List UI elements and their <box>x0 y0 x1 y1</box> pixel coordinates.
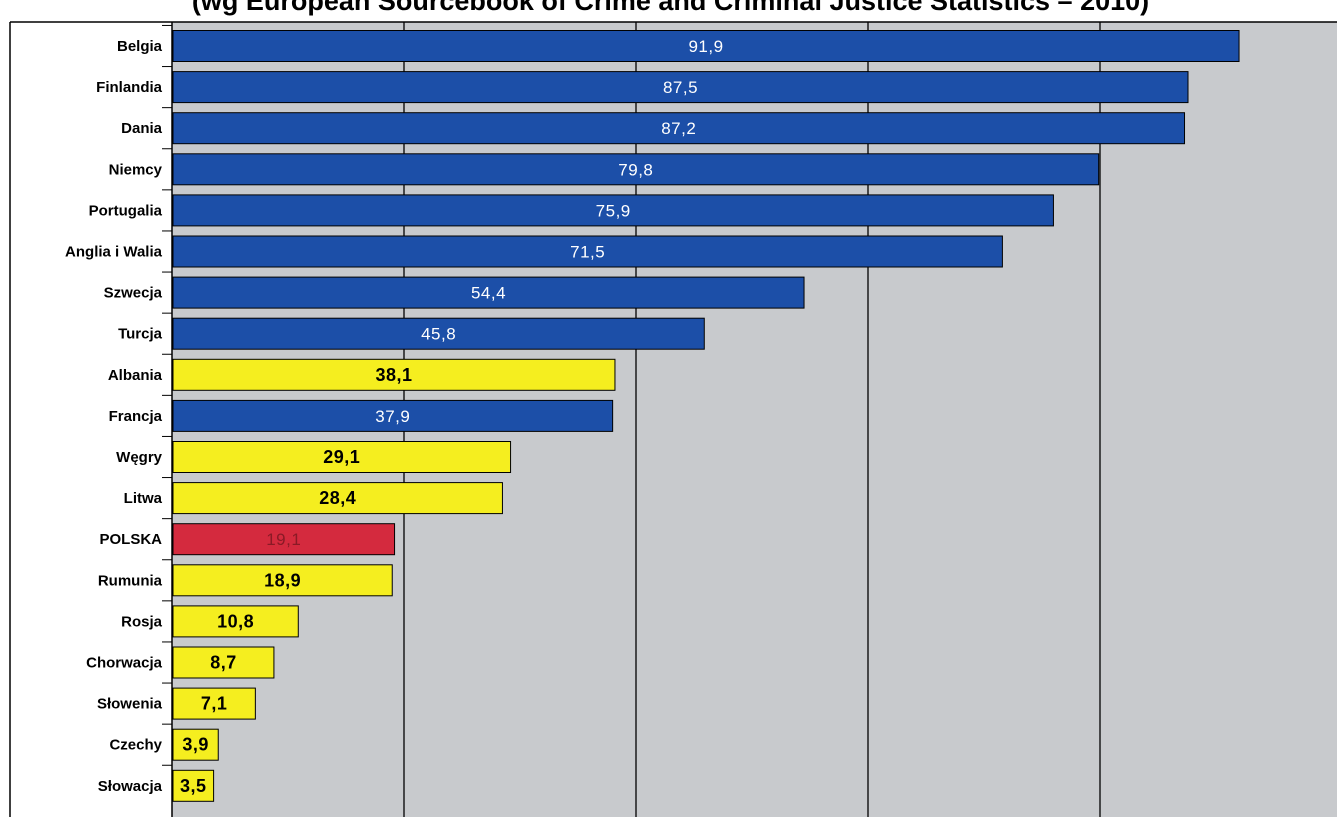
value-label-słowenia: 7,1 <box>201 694 228 714</box>
category-label-polska: POLSKA <box>99 531 162 548</box>
value-label-belgia: 91,9 <box>688 37 723 56</box>
category-label-słowacja: Słowacja <box>98 778 163 795</box>
value-label-słowacja: 3,5 <box>180 776 207 796</box>
category-label-dania: Dania <box>121 120 163 137</box>
value-label-dania: 87,2 <box>661 119 696 138</box>
value-label-rumunia: 18,9 <box>264 570 301 590</box>
value-label-francja: 37,9 <box>375 407 410 426</box>
bar-portugalia <box>172 194 1054 227</box>
bar-czechy <box>172 728 219 761</box>
bar-niemcy <box>172 153 1100 186</box>
category-label-węgry: Węgry <box>116 449 163 466</box>
bars-group: Belgia 91,9 Finlandia 87,5 Dania 87,2 Niemcy 79… <box>65 24 1240 802</box>
value-label-finlandia: 87,5 <box>663 78 698 97</box>
bar-finlandia <box>172 71 1189 104</box>
value-label-niemcy: 79,8 <box>618 160 653 179</box>
bar-belgia <box>172 30 1240 62</box>
value-label-czechy: 3,9 <box>182 735 209 755</box>
category-label-belgia: Belgia <box>117 38 163 55</box>
bar-polska <box>172 523 396 556</box>
category-label-albania: Albania <box>108 367 163 384</box>
category-label-finlandia: Finlandia <box>96 79 162 96</box>
bar-słowenia <box>172 687 256 720</box>
value-label-polska: 19,1 <box>266 530 301 549</box>
bar-rosja <box>172 605 299 638</box>
category-label-litwa: Litwa <box>124 490 163 507</box>
category-label-rosja: Rosja <box>121 613 163 630</box>
category-label-słowenia: Słowenia <box>97 696 163 713</box>
bar-szwecja <box>172 276 805 309</box>
value-label-rosja: 10,8 <box>217 611 254 631</box>
category-label-czechy: Czechy <box>109 737 162 754</box>
bar-litwa <box>172 482 503 515</box>
category-label-anglia-i-walia: Anglia i Walia <box>65 244 163 261</box>
bar-albania <box>172 358 616 391</box>
bar-węgry <box>172 441 512 473</box>
value-label-chorwacja: 8,7 <box>210 653 237 673</box>
bar-anglia-i-walia <box>172 235 1003 268</box>
category-label-turcja: Turcja <box>118 326 163 343</box>
category-label-francja: Francja <box>109 408 163 425</box>
value-label-węgry: 29,1 <box>323 447 360 467</box>
category-label-niemcy: Niemcy <box>109 161 163 178</box>
bar-francja <box>172 399 614 432</box>
value-label-litwa: 28,4 <box>319 488 356 508</box>
bar-dania <box>172 112 1186 145</box>
value-label-portugalia: 75,9 <box>596 201 631 220</box>
value-label-albania: 38,1 <box>375 365 412 385</box>
bar-chorwacja <box>172 646 275 679</box>
category-label-chorwacja: Chorwacja <box>86 655 163 672</box>
category-label-portugalia: Portugalia <box>89 202 163 219</box>
bar-rumunia <box>172 564 393 597</box>
category-label-szwecja: Szwecja <box>104 285 163 302</box>
category-label-rumunia: Rumunia <box>98 572 163 589</box>
value-label-szwecja: 54,4 <box>471 284 506 303</box>
bar-słowacja <box>172 769 215 802</box>
value-label-anglia-i-walia: 71,5 <box>570 243 605 262</box>
chart-title: (wg European Sourcebook of Crime and Cri… <box>191 0 1150 16</box>
value-label-turcja: 45,8 <box>421 325 456 344</box>
bar-turcja <box>172 317 705 350</box>
